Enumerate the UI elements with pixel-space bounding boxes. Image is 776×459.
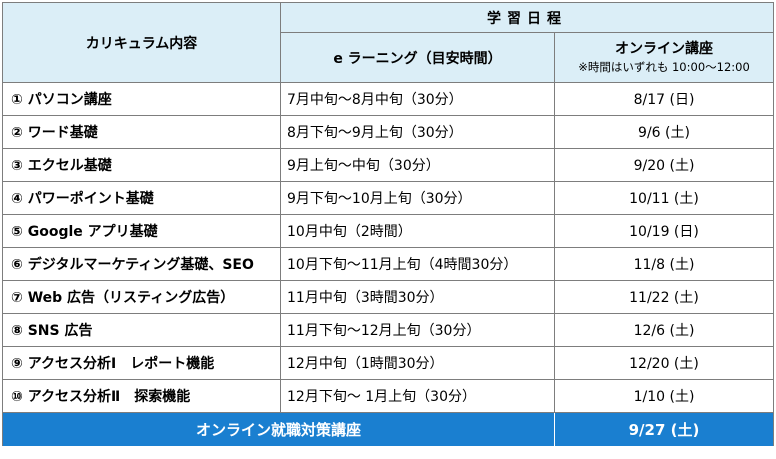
- elearning-period-cell: 11月下旬～12月上旬（30分）: [280, 313, 555, 347]
- course-cell: ⑩ アクセス分析Ⅱ 探索機能: [2, 379, 281, 413]
- course-cell: ① パソコン講座: [2, 82, 281, 116]
- online-date-cell: 10/19 (日): [554, 214, 774, 248]
- elearning-period-cell: 8月下旬～9月上旬（30分）: [280, 115, 555, 149]
- course-cell: ② ワード基礎: [2, 115, 281, 149]
- job-prep-course-date: 9/27 (土): [554, 412, 774, 447]
- elearning-period-cell: 9月下旬～10月上旬（30分）: [280, 181, 555, 215]
- table-row: ⑧ SNS 広告 11月下旬～12月上旬（30分） 12/6 (土): [2, 313, 774, 347]
- course-cell: ⑧ SNS 広告: [2, 313, 281, 347]
- table-row: ⑩ アクセス分析Ⅱ 探索機能 12月下旬～ 1月上旬（30分） 1/10 (土): [2, 379, 774, 413]
- table-row: ⑤ Google アプリ基礎 10月中旬（2時間） 10/19 (日): [2, 214, 774, 248]
- header-row-sub: e ラーニング（目安時間） オンライン講座 ※時間はいずれも 10:00～12:…: [3, 32, 774, 83]
- elearning-period-cell: 10月中旬（2時間）: [280, 214, 555, 248]
- online-date-cell: 8/17 (日): [554, 82, 774, 116]
- table-row: ⑦ Web 広告（リスティング広告） 11月中旬（3時間30分） 11/22 (土): [2, 280, 774, 314]
- schedule-header: 学習日程: [280, 2, 774, 33]
- curriculum-schedule-table: カリキュラム内容 学習日程 e ラーニング（目安時間） オンライン講座 ※時間は…: [2, 2, 774, 447]
- online-date-cell: 12/6 (土): [554, 313, 774, 347]
- course-cell: ⑥ デジタルマーケティング基礎、SEO: [2, 247, 281, 281]
- table-row: ① パソコン講座 7月中旬～8月中旬（30分） 8/17 (日): [2, 82, 774, 116]
- table-row: ④ パワーポイント基礎 9月下旬～10月上旬（30分） 10/11 (土): [2, 181, 774, 215]
- elearning-header: e ラーニング（目安時間）: [280, 32, 555, 83]
- elearning-period-cell: 11月中旬（3時間30分）: [280, 280, 555, 314]
- table-row: ③ エクセル基礎 9月上旬～中旬（30分） 9/20 (土): [2, 148, 774, 182]
- course-cell: ⑤ Google アプリ基礎: [2, 214, 281, 248]
- elearning-period-cell: 9月上旬～中旬（30分）: [280, 148, 555, 182]
- online-date-cell: 9/20 (土): [554, 148, 774, 182]
- header-row-top: カリキュラム内容 学習日程: [2, 2, 774, 83]
- job-prep-course-title: オンライン就職対策講座: [2, 412, 555, 447]
- course-cell: ④ パワーポイント基礎: [2, 181, 281, 215]
- elearning-period-cell: 12月中旬（1時間30分）: [280, 346, 555, 380]
- online-date-cell: 11/22 (土): [554, 280, 774, 314]
- table-row: ② ワード基礎 8月下旬～9月上旬（30分） 9/6 (土): [2, 115, 774, 149]
- online-date-cell: 9/6 (土): [554, 115, 774, 149]
- table-row: ⑥ デジタルマーケティング基礎、SEO 10月下旬～11月上旬（4時間30分） 11…: [2, 247, 774, 281]
- course-cell: ⑨ アクセス分析Ⅰ レポート機能: [2, 346, 281, 380]
- online-time-note: ※時間はいずれも 10:00～12:00: [578, 59, 750, 74]
- elearning-period-cell: 12月下旬～ 1月上旬（30分）: [280, 379, 555, 413]
- elearning-period-cell: 10月下旬～11月上旬（4時間30分）: [280, 247, 555, 281]
- elearning-period-cell: 7月中旬～8月中旬（30分）: [280, 82, 555, 116]
- online-header: オンライン講座 ※時間はいずれも 10:00～12:00: [554, 32, 774, 83]
- online-header-label: オンライン講座: [615, 40, 713, 57]
- footer-row: オンライン就職対策講座 9/27 (土): [2, 412, 774, 447]
- curriculum-header: カリキュラム内容: [2, 2, 281, 83]
- online-date-cell: 10/11 (土): [554, 181, 774, 215]
- table-row: ⑨ アクセス分析Ⅰ レポート機能 12月中旬（1時間30分） 12/20 (土): [2, 346, 774, 380]
- online-date-cell: 11/8 (土): [554, 247, 774, 281]
- online-date-cell: 1/10 (土): [554, 379, 774, 413]
- course-cell: ③ エクセル基礎: [2, 148, 281, 182]
- course-cell: ⑦ Web 広告（リスティング広告）: [2, 280, 281, 314]
- online-date-cell: 12/20 (土): [554, 346, 774, 380]
